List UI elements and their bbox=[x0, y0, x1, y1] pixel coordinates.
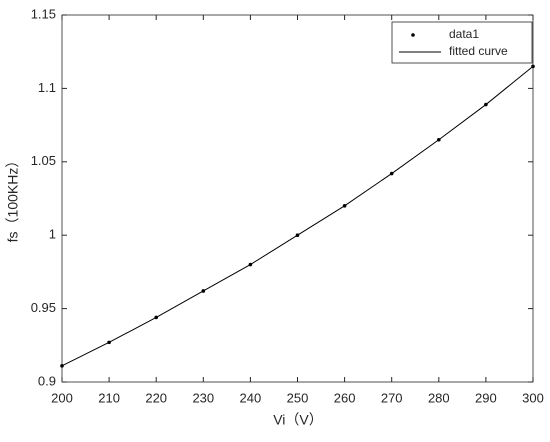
legend-box bbox=[391, 21, 533, 64]
x-tick-label: 210 bbox=[98, 390, 120, 405]
y-tick-label: 0.95 bbox=[31, 300, 56, 315]
x-tick-label: 270 bbox=[381, 390, 403, 405]
x-tick-label: 260 bbox=[334, 390, 356, 405]
x-tick-label: 300 bbox=[522, 390, 544, 405]
x-tick-label: 240 bbox=[240, 390, 262, 405]
fitted-line bbox=[61, 65, 534, 367]
y-axis-label: fs（100KHz） bbox=[5, 154, 21, 243]
legend-label: data1 bbox=[449, 27, 479, 41]
x-tick-label: 200 bbox=[51, 390, 73, 405]
x-tick-label: 250 bbox=[287, 390, 309, 405]
x-axis-label: Vi（V） bbox=[273, 412, 323, 428]
legend-marker bbox=[411, 33, 415, 37]
y-tick-label: 0.9 bbox=[38, 373, 56, 388]
y-tick-label: 1 bbox=[49, 227, 56, 242]
x-tick-label: 280 bbox=[428, 390, 450, 405]
y-tick-label: 1.1 bbox=[38, 80, 56, 95]
y-tick-label: 1.15 bbox=[31, 6, 56, 21]
x-tick-label: 220 bbox=[145, 390, 167, 405]
legend-label: fitted curve bbox=[449, 44, 508, 58]
x-tick-label: 230 bbox=[192, 390, 214, 405]
plot-area bbox=[61, 14, 534, 383]
x-tick-label: 290 bbox=[475, 390, 497, 405]
y-tick-label: 1.05 bbox=[31, 153, 56, 168]
